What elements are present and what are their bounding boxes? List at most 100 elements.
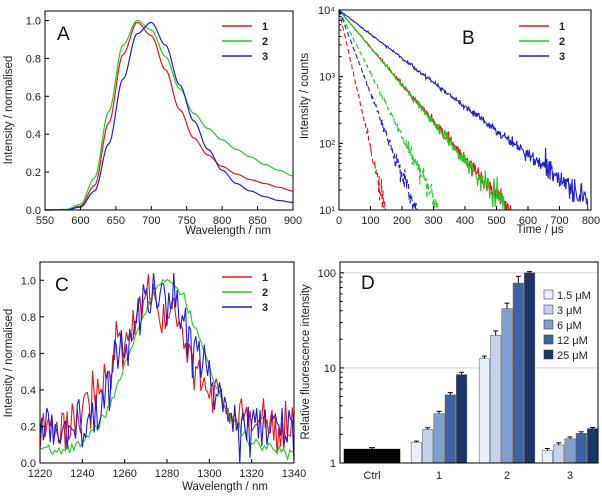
panel-d-legend-swatch-2 (543, 319, 554, 330)
panel-b-dashed-series-3 (339, 10, 418, 210)
panel-a-letter: A (57, 24, 70, 45)
panel-a-frame (44, 10, 294, 211)
panel-d-bar-3-2 (564, 438, 576, 464)
panel-c-legend-label-3: 3 (262, 302, 268, 314)
panel-a-xtick-label: 550 (36, 215, 54, 227)
panel-b-series-3 (339, 10, 589, 210)
panel-a-xtick-label: 600 (71, 215, 89, 227)
panel-c-ytick-label: 0.8 (21, 312, 36, 324)
panel-d-bar-1-1 (422, 429, 434, 464)
panel-b-letter: B (462, 28, 475, 49)
panel-d-legend-label-4: 25 μM (557, 350, 588, 362)
panel-d-bar-1-3 (444, 394, 456, 464)
panel-d-bar-3-1 (553, 444, 565, 464)
panel-d-legend-label-3: 12 μM (557, 335, 588, 347)
panel-d-category-label: 2 (504, 470, 510, 482)
panel-b-xtick-label: 100 (361, 215, 379, 227)
panel-c-xtick-label: 1280 (155, 468, 179, 480)
panel-b-xtick-label: 500 (487, 215, 505, 227)
panel-a-xtick-label: 850 (248, 215, 266, 227)
panel-d-ylabel: Relative fluorescence intensity (300, 284, 312, 440)
panel-d-legend-label-0: 1.5 μM (557, 290, 591, 302)
panel-a-ytick-label: 0.0 (26, 205, 41, 217)
panel-d-legend-swatch-1 (543, 304, 554, 315)
panel-a-ylabel: Intensity / normalised (3, 56, 15, 165)
panel-b-legend-label-3: 3 (559, 51, 565, 63)
panel-a-legend-label-3: 3 (262, 51, 268, 63)
panel-b-dashed-series-2 (339, 10, 440, 210)
panel-c-frame (39, 261, 295, 464)
panel-d-bar-1-4 (456, 374, 468, 464)
panel-a-xtick-label: 750 (178, 215, 196, 227)
panel-d-category-label: 3 (567, 470, 573, 482)
panel-b-xtick-label: 400 (456, 215, 474, 227)
panel-b-ytick-label: 10³ (319, 72, 335, 84)
panel-a-series-3 (45, 21, 293, 211)
panel-a-ytick-label: 0.4 (26, 129, 41, 141)
panel-b-xtick-label: 600 (519, 215, 537, 227)
panel-c-series-1 (39, 274, 295, 454)
panel-b-xtick-label: 300 (424, 215, 442, 227)
panel-a-xtick-label: 800 (213, 215, 231, 227)
panel-d-bar-2-4 (524, 272, 536, 464)
panel-d-ytick-label: 1 (330, 458, 336, 470)
panel-b-series-2 (339, 10, 506, 210)
panel-c-letter: C (55, 275, 69, 296)
panel-c-xtick-label: 1300 (197, 468, 221, 480)
panel-d-bar-3-0 (541, 450, 553, 464)
panel-d-bar-2-2 (501, 308, 513, 464)
panel-d-ytick-label: 10 (324, 363, 336, 375)
panel-b-xtick-label: 0 (336, 215, 342, 227)
panel-c-ytick-label: 0.0 (21, 458, 36, 470)
panel-c-xtick-label: 1260 (112, 468, 136, 480)
panel-d-bar-3-3 (575, 433, 587, 464)
panel-d-ytick-label: 100 (318, 268, 336, 280)
panel-d-letter: D (361, 273, 375, 294)
panel-a-xlabel: Wavelength / nm (185, 225, 271, 237)
panel-a-series-1 (45, 21, 294, 211)
panel-b-legend-label-2: 2 (559, 36, 565, 48)
panel-b-ytick-label: 10² (319, 138, 335, 150)
panel-d-bar-ctrl (343, 448, 401, 464)
panel-c-ytick-label: 0.4 (21, 385, 36, 397)
panel-b-series-1 (339, 10, 512, 210)
panel-b-xtick-label: 200 (393, 215, 411, 227)
panel-a-legend-label-1: 1 (262, 21, 268, 33)
panel-c-xtick-label: 1340 (282, 468, 306, 480)
panel-c: 1220 1240 1260 1280 1300 1320 1340 0.0 0.2 0.4 0.6… (3, 261, 306, 493)
panel-d-legend-swatch-4 (543, 349, 554, 360)
panel-a: 550 600 650 700 750 800 850 900 0.0 0.2 0.4 0.6 0.8 1… (3, 10, 302, 237)
panel-c-ytick-label: 0.6 (21, 348, 36, 360)
panel-d-bar-1-2 (433, 413, 445, 464)
panel-a-ytick-label: 0.2 (26, 167, 41, 179)
panel-d-legend-swatch-3 (543, 334, 554, 345)
panel-b-ylabel: Intensity / counts (299, 53, 311, 140)
panel-c-xlabel: Wavelength / nm (182, 481, 268, 493)
panel-b-legend-label-1: 1 (559, 21, 565, 33)
panel-d-legend-label-1: 3 μM (557, 305, 582, 317)
panel-a-ytick-label: 0.8 (26, 53, 41, 65)
panel-a-ytick-label: 0.6 (26, 91, 41, 103)
panel-c-legend-label-2: 2 (262, 287, 268, 299)
panel-b-xtick-label: 700 (550, 215, 568, 227)
panel-b: 0 100 200 300 400 500 600 700 800 10¹ 10² 10³ 10⁴ Tim… (299, 5, 600, 236)
panel-c-legend-label-1: 1 (262, 272, 268, 284)
panel-c-ytick-label: 1.0 (21, 275, 36, 287)
panel-a-xtick-label: 650 (107, 215, 125, 227)
panel-c-series-2 (39, 278, 295, 462)
panel-b-dashed-series-1 (339, 10, 387, 210)
panel-d: 1 10 100 Ctrl 1 2 3 Relative fluorescence inten… (300, 261, 599, 482)
panel-d-bar-1-0 (410, 442, 422, 464)
panel-c-xtick-label: 1240 (70, 468, 94, 480)
panel-c-series-3 (39, 272, 295, 464)
panel-b-ytick-label: 10⁴ (318, 5, 335, 17)
panel-d-bar-2-3 (512, 282, 524, 464)
panel-a-xtick-label: 700 (142, 215, 160, 227)
panel-b-ytick-label: 10¹ (319, 205, 335, 217)
panel-d-frame (339, 261, 599, 464)
panel-a-series-2 (45, 19, 294, 211)
panel-a-ytick-label: 1.0 (26, 15, 41, 27)
panel-d-bar-3-4 (587, 428, 599, 464)
panel-d-legend-label-2: 6 μM (557, 320, 582, 332)
